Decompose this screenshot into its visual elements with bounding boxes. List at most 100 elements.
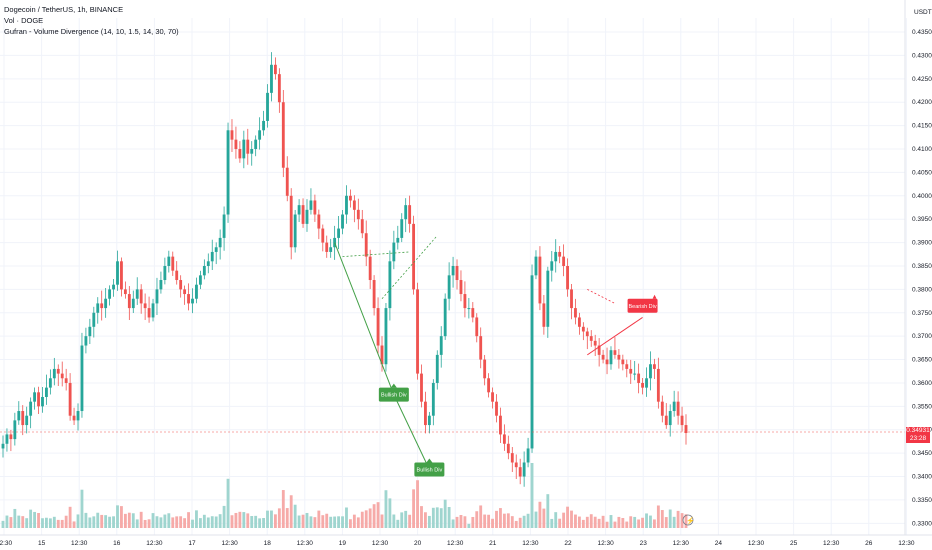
- candle-body: [191, 298, 194, 304]
- candle-body: [676, 401, 680, 416]
- candle-body: [656, 368, 660, 402]
- volume-bar: [301, 514, 305, 528]
- volume-bar: [329, 516, 333, 528]
- volume-bar: [412, 489, 416, 528]
- volume-bar: [191, 519, 194, 528]
- replay-icon[interactable]: [682, 514, 694, 526]
- candle-body: [412, 223, 416, 290]
- volume-bar: [510, 516, 514, 528]
- bull-div-line: [334, 242, 395, 395]
- volume-bar: [514, 520, 518, 528]
- candle-body: [660, 401, 664, 416]
- volume-legend[interactable]: Vol · DOGE: [4, 16, 44, 25]
- div-label-text: Bullish Div: [417, 468, 443, 474]
- volume-bar: [649, 515, 652, 528]
- symbol-title[interactable]: Dogecoin / TetherUS, 1h, BINANCE: [4, 5, 124, 14]
- candle-body: [195, 284, 198, 299]
- volume-bar: [112, 516, 115, 528]
- candle-body: [96, 303, 100, 313]
- volume-bar: [522, 515, 526, 528]
- volume-bar: [131, 513, 135, 528]
- volume-bar: [80, 489, 84, 528]
- candle-body: [376, 308, 380, 346]
- candle-body: [368, 256, 372, 281]
- volume-bar: [392, 514, 396, 528]
- candle-body: [13, 420, 17, 440]
- volume-bar: [254, 515, 258, 528]
- candle-body: [684, 425, 688, 434]
- time-tick-label: 12:30: [748, 540, 765, 547]
- candle-body: [404, 205, 408, 220]
- last-price-tag: 0.34931 23:28: [906, 427, 930, 443]
- volume-bar: [475, 511, 479, 528]
- volume-bar: [104, 515, 108, 528]
- candle-body: [175, 270, 179, 281]
- volume-bar: [321, 515, 325, 528]
- candle-body: [633, 373, 637, 375]
- candle-body: [427, 415, 431, 426]
- candle-body: [262, 120, 265, 131]
- divergence-lines: Bullish Div Bullish Div Bearish Div: [334, 235, 658, 477]
- indicator-legend[interactable]: Gufran - Volume Divergence (14, 10, 1.5,…: [4, 27, 179, 36]
- candle-body: [48, 378, 52, 388]
- volume-bar: [574, 514, 577, 528]
- volume-bar: [356, 517, 360, 528]
- volume-bar: [463, 516, 467, 528]
- candle-body: [514, 462, 518, 468]
- candle-body: [246, 139, 250, 154]
- candle-body: [396, 237, 400, 243]
- candle-body: [1, 443, 5, 449]
- candle-body: [76, 411, 80, 421]
- candle-body: [171, 256, 175, 271]
- candle-body: [242, 139, 246, 159]
- candle-body: [451, 265, 455, 276]
- volume-bar: [333, 516, 337, 528]
- volume-bar: [542, 508, 546, 528]
- volume-bar: [266, 510, 269, 528]
- volume-bar: [76, 514, 80, 528]
- candle-body: [120, 261, 123, 290]
- candle-body: [9, 434, 13, 440]
- candle-body: [443, 298, 447, 337]
- volume-bar: [116, 505, 119, 528]
- volume-bar: [451, 519, 455, 528]
- candle-body: [562, 256, 566, 266]
- volume-bar: [656, 505, 660, 528]
- candle-body: [230, 130, 234, 140]
- volume-bar: [1, 520, 5, 528]
- time-tick-label: 12:30: [447, 540, 464, 547]
- candle-body: [285, 167, 289, 196]
- replay-glyph: ⚡: [686, 516, 695, 525]
- time-axis[interactable]: 12:30 15 12:30 16 12:30 17 12:30 18 12:30 19 12:30…: [0, 540, 915, 547]
- candle-body: [554, 251, 558, 262]
- time-tick-label: 12:30: [898, 540, 915, 547]
- candle-body: [581, 326, 585, 332]
- time-tick-label: 25: [790, 540, 798, 547]
- volume-bar: [597, 518, 601, 528]
- volume-bar: [404, 510, 408, 528]
- volume-bar: [127, 512, 131, 528]
- volume-bar: [427, 515, 431, 528]
- time-tick-label: 12:30: [71, 540, 88, 547]
- candle-body: [56, 368, 60, 374]
- volume-bar: [534, 511, 538, 528]
- candle-body: [100, 303, 104, 309]
- candle-body: [349, 195, 352, 201]
- candle-body: [487, 378, 491, 393]
- candle-body: [206, 261, 210, 266]
- candle-body: [459, 280, 463, 295]
- volume-bar: [467, 523, 471, 528]
- candle-body: [566, 265, 569, 290]
- volume-bar: [388, 498, 392, 528]
- candle-body: [155, 289, 159, 304]
- volume-bar: [360, 511, 364, 528]
